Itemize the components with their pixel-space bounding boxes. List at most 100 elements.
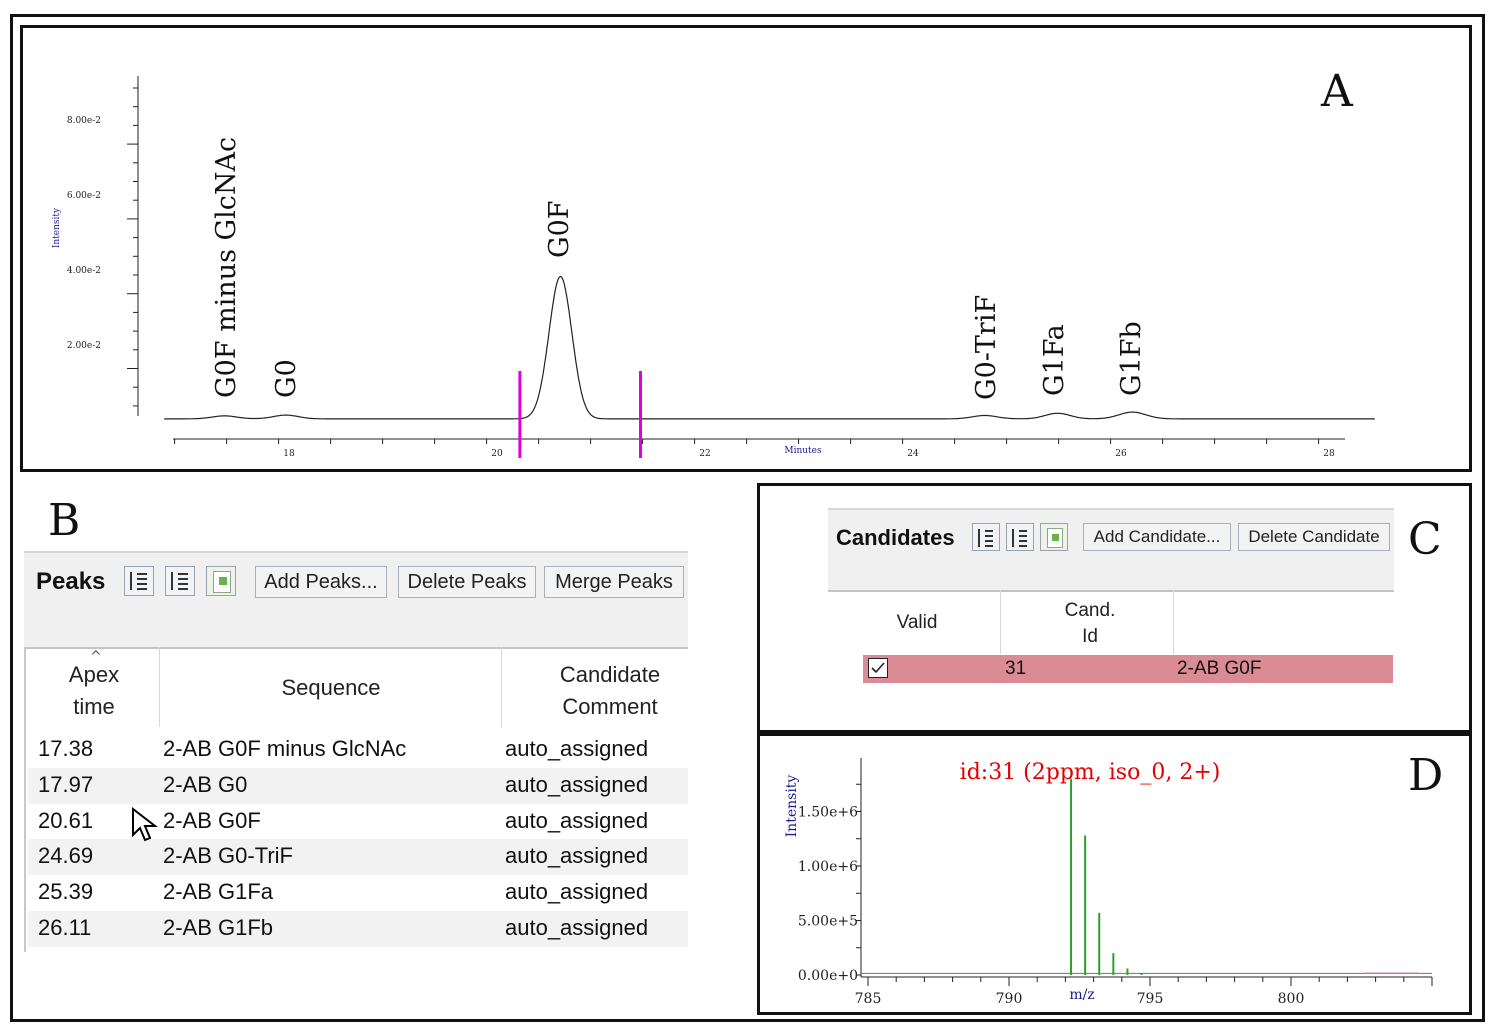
column-divider [501, 647, 502, 727]
x-tick-label: 24 [907, 449, 919, 459]
panel-label-b: B [48, 495, 81, 546]
candidate-row[interactable]: 31 2-AB G0F [863, 655, 1393, 683]
y-axis-label: Intensity [52, 207, 62, 248]
candidate-comment-cell: auto_assigned [505, 915, 649, 940]
chromatogram-panel: 8.00e-2 6.00e-2 4.00e-2 2.00e-2 Intensity 18 2… [20, 25, 1472, 472]
sequence-cell: 2-AB G0 [163, 771, 248, 797]
x-tick-label: 785 [855, 991, 882, 1007]
sequence-cell: 2-AB G1Fa [163, 879, 274, 905]
spectrum-chart: id:31 (2ppm, iso_0, 2+) 1.50e+6 1.00e+6 5.0… [784, 758, 1433, 1007]
x-tick-label: 28 [1323, 449, 1335, 459]
column-header-comment-line1: Candidate [559, 662, 661, 687]
x-axis-label: Minutes [784, 446, 822, 456]
candidate-comment-cell: auto_assigned [505, 736, 649, 761]
y-tick-label: 1.00e+6 [798, 859, 858, 875]
sequence-cell: 2-AB G0F minus GlcNAc [163, 736, 407, 761]
column-header-cand-id[interactable]: Cand. Id [1025, 598, 1155, 650]
delete-peaks-button[interactable]: Delete Peaks [398, 566, 536, 598]
candidate-id-cell: 31 [1005, 658, 1027, 679]
sequence-cell: 2-AB G0-TriF [163, 843, 293, 869]
apex-time-cell: 25.39 [38, 879, 94, 905]
y-tick-label: 6.00e-2 [67, 191, 101, 201]
candidate-comment-cell: auto_assigned [505, 807, 649, 833]
table-row[interactable]: 20.61 2-AB G0F auto_assigned [28, 804, 688, 840]
y-tick-label: 2.00e-2 [67, 341, 101, 351]
peaks-panel: B Peaks Add Peaks... Delete Peaks Merge … [20, 495, 740, 965]
column-header-valid[interactable]: Valid [896, 612, 938, 633]
add-candidate-button[interactable]: Add Candidate... [1083, 523, 1231, 551]
x-axis-label: m/z [1069, 987, 1094, 1003]
column-header-apex-line2: time [73, 694, 115, 719]
candidate-comment-cell: auto_assigned [505, 843, 649, 869]
x-tick-label: 790 [996, 991, 1023, 1007]
peaks-toolbar: Peaks Add Peaks... Delete Peaks Merge Pe… [24, 551, 688, 649]
column-divider [1000, 590, 1001, 654]
x-tick-label: 22 [699, 449, 710, 459]
merge-peaks-button[interactable]: Merge Peaks [544, 566, 684, 598]
peaks-grid: ^ Apex time Sequence Candidate Comment [24, 647, 690, 952]
column-header-apex-time[interactable]: Apex time [34, 659, 154, 723]
candidates-title: Candidates [836, 525, 955, 550]
y-tick-label: 0.00e+0 [798, 968, 858, 984]
column-header-cand-line1: Cand. [1064, 600, 1116, 621]
peak-label: G0F minus GlcNAc [211, 137, 242, 398]
sequence-cell: 2-AB G1Fb [163, 915, 274, 940]
spectrum-title: id:31 (2ppm, iso_0, 2+) [960, 760, 1221, 785]
candidate-name-cell: 2-AB G0F [1177, 658, 1262, 679]
peaks-title: Peaks [36, 568, 106, 595]
apex-time-cell: 26.11 [38, 915, 92, 940]
y-tick-label: 1.50e+6 [798, 805, 858, 821]
x-tick-label: 26 [1115, 449, 1127, 459]
chromatogram-trace [164, 275, 1375, 420]
y-axis-label: Intensity [784, 775, 800, 838]
x-tick-label: 18 [283, 449, 295, 459]
table-row[interactable]: 17.97 2-AB G0 auto_assigned [28, 767, 688, 804]
sort-descending-icon[interactable] [972, 523, 1000, 551]
table-row[interactable]: 25.39 2-AB G1Fa auto_assigned [28, 875, 688, 911]
x-tick-label: 795 [1137, 991, 1164, 1007]
sort-ascending-icon[interactable] [1006, 523, 1034, 551]
export-icon[interactable] [206, 566, 236, 596]
outer-frame [10, 14, 1485, 1022]
apex-time-cell: 17.97 [38, 771, 94, 797]
y-tick-label: 4.00e-2 [67, 266, 101, 276]
mouse-cursor-icon [132, 807, 158, 842]
add-peaks-button[interactable]: Add Peaks... [255, 566, 387, 598]
column-divider [1173, 590, 1174, 654]
apex-time-cell: 20.61 [38, 807, 94, 833]
candidates-panel: Candidates Add Candidate... Delete Candi… [757, 483, 1472, 733]
x-tick-label: 20 [491, 449, 503, 459]
column-header-cand-line2: Id [1082, 626, 1098, 647]
sequence-cell: 2-AB G0F [163, 807, 261, 833]
apex-time-cell: 24.69 [38, 843, 94, 869]
export-icon[interactable] [1040, 523, 1068, 551]
candidates-toolbar: Candidates Add Candidate... Delete Candi… [828, 508, 1394, 592]
x-tick-label: 800 [1278, 991, 1305, 1007]
sort-ascending-icon[interactable] [165, 566, 195, 596]
apex-time-cell: 17.38 [38, 736, 94, 761]
candidate-comment-cell: auto_assigned [505, 771, 649, 797]
column-header-sequence[interactable]: Sequence [281, 675, 381, 700]
column-header-candidate-comment[interactable]: Candidate Comment [506, 659, 714, 723]
sort-descending-icon[interactable] [124, 566, 154, 596]
table-row[interactable]: 17.38 2-AB G0F minus GlcNAc auto_assigned [28, 732, 688, 768]
table-row[interactable]: 24.69 2-AB G0-TriF auto_assigned [28, 839, 688, 876]
peak-label: G0-TriF [971, 295, 1002, 400]
valid-checkbox[interactable] [868, 658, 888, 678]
y-tick-label: 5.00e+5 [798, 914, 858, 930]
column-header-apex-line1: Apex [68, 662, 120, 687]
panel-label-c: C [1408, 514, 1442, 565]
chromatogram-chart: 8.00e-2 6.00e-2 4.00e-2 2.00e-2 Intensity 18 2… [52, 76, 1375, 459]
column-header-comment-line2: Comment [562, 694, 658, 719]
panel-label-a: A [1321, 66, 1353, 117]
panel-label-d: D [1408, 750, 1444, 801]
table-row[interactable]: 26.11 2-AB G1Fb auto_assigned [28, 911, 688, 947]
peak-label: G0 [271, 359, 302, 398]
delete-candidate-button[interactable]: Delete Candidate [1238, 523, 1390, 551]
column-divider [159, 647, 160, 727]
peak-label: G1Fa [1039, 324, 1070, 396]
candidate-comment-cell: auto_assigned [505, 879, 649, 905]
sort-indicator-icon[interactable]: ^ [90, 649, 102, 665]
spectrum-panel: id:31 (2ppm, iso_0, 2+) 1.50e+6 1.00e+6 5.0… [757, 733, 1472, 1015]
peak-label: G0F [544, 201, 575, 258]
